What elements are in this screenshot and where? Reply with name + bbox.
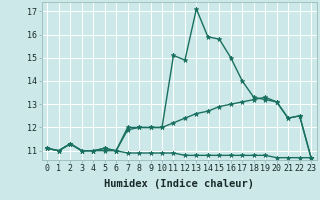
X-axis label: Humidex (Indice chaleur): Humidex (Indice chaleur) [104, 179, 254, 189]
